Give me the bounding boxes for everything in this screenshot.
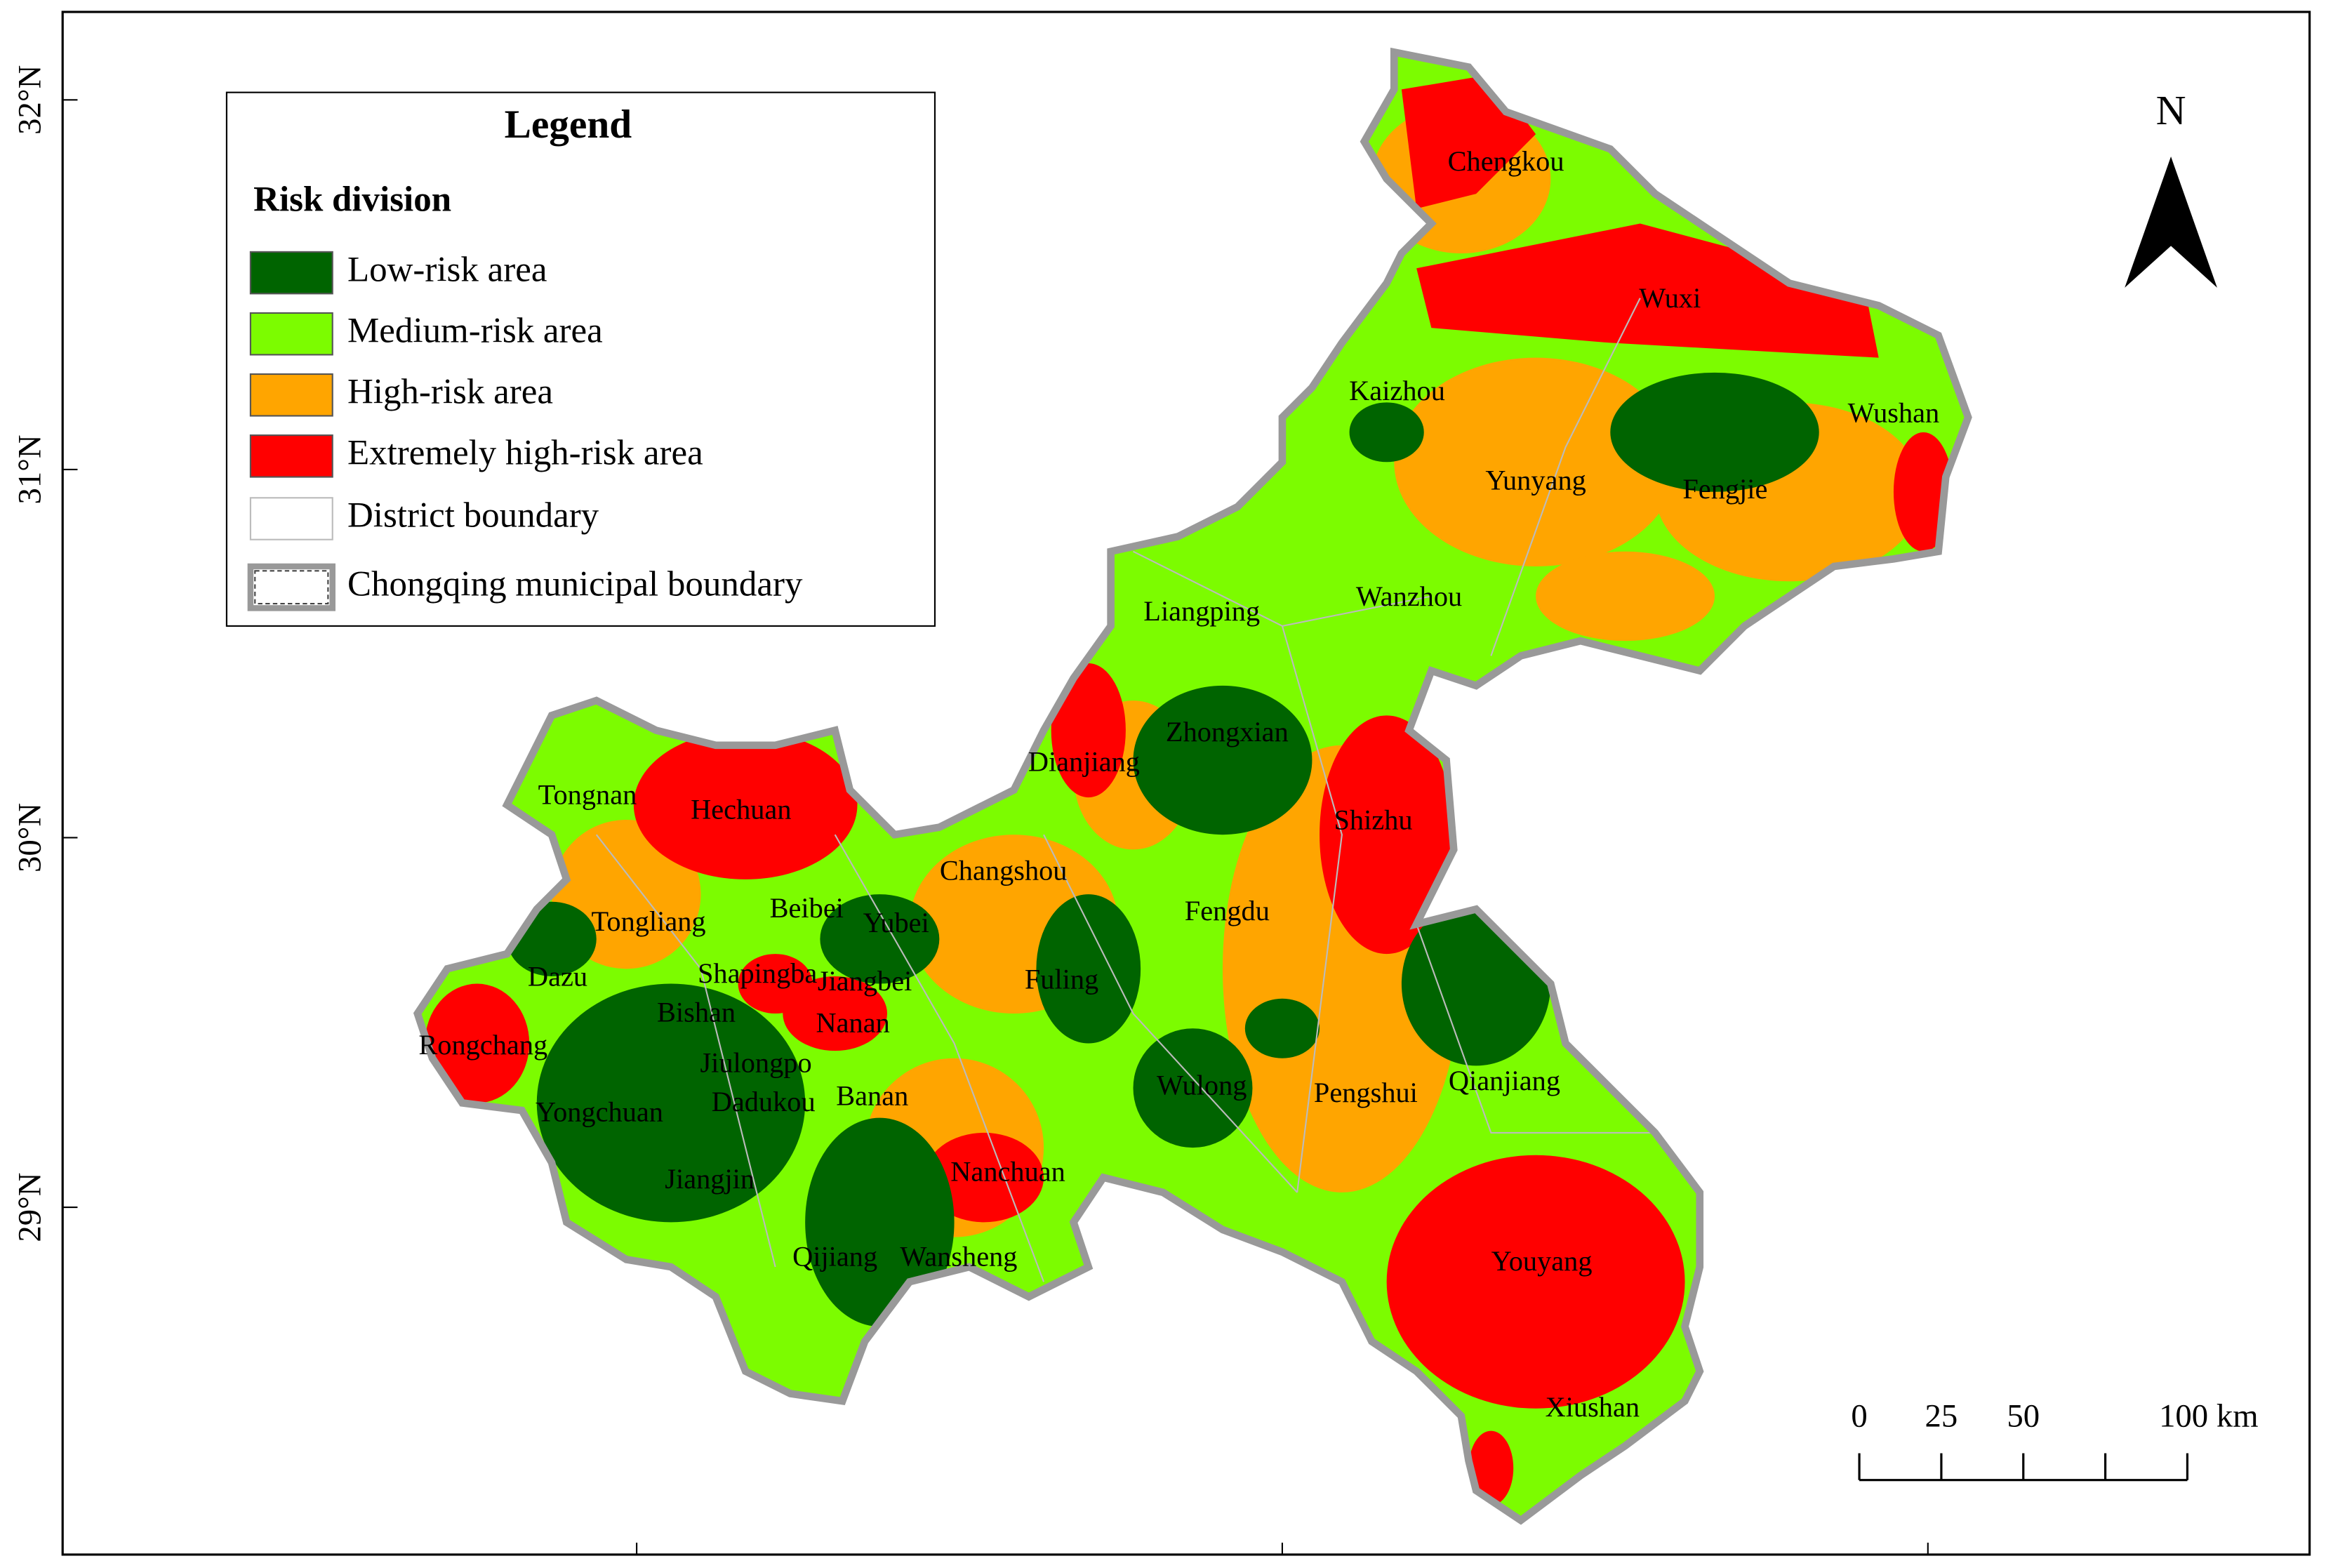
legend-title: Legend bbox=[505, 102, 632, 147]
risk-patch bbox=[1394, 357, 1677, 566]
legend-subtitle: Risk division bbox=[253, 180, 451, 220]
scale-label: 25 bbox=[1925, 1397, 1958, 1434]
district-label: Pengshui bbox=[1314, 1077, 1418, 1108]
legend-swatch bbox=[249, 434, 333, 478]
legend-box bbox=[225, 91, 936, 627]
scale-label: 100 km bbox=[2159, 1397, 2258, 1434]
legend: Legend Risk division Low-risk area Medium… bbox=[225, 91, 936, 627]
scale-bar bbox=[1858, 1453, 2189, 1482]
district-label: Shapingba bbox=[698, 957, 817, 989]
legend-swatch-inner bbox=[254, 570, 329, 605]
risk-patch bbox=[1386, 1155, 1685, 1409]
district-boundary bbox=[595, 834, 776, 1268]
district-label: Jiangbei bbox=[818, 965, 912, 997]
district-label: Wanzhou bbox=[1356, 580, 1462, 612]
district-label: Yunyang bbox=[1485, 464, 1586, 496]
district-label: Kaizhou bbox=[1349, 375, 1445, 406]
district-label: Zhongxian bbox=[1166, 716, 1289, 748]
district-label: Xiushan bbox=[1546, 1391, 1640, 1423]
district-boundary bbox=[1416, 924, 1656, 1134]
district-label: Changshou bbox=[940, 855, 1068, 886]
legend-swatch bbox=[249, 251, 333, 295]
frame-ticks bbox=[62, 99, 1929, 1555]
district-label: Dazu bbox=[528, 960, 587, 992]
legend-label: Chongqing municipal boundary bbox=[347, 564, 803, 604]
district-label: Youyang bbox=[1491, 1245, 1593, 1277]
district-label: Jiangjin bbox=[665, 1163, 755, 1195]
north-label: N bbox=[2156, 87, 2186, 133]
district-label: Yongchuan bbox=[536, 1096, 663, 1128]
risk-patch bbox=[1468, 1430, 1514, 1506]
risk-patch bbox=[924, 1132, 1044, 1223]
legend-label: District boundary bbox=[347, 496, 599, 536]
legend-label: Extremely high-risk area bbox=[347, 434, 703, 473]
legend-swatch bbox=[249, 373, 333, 417]
risk-patch bbox=[425, 983, 530, 1103]
risk-patch bbox=[1036, 894, 1141, 1044]
district-boundary bbox=[834, 834, 1045, 1282]
risk-patch bbox=[1133, 685, 1312, 835]
legend-items: Low-risk area Medium-risk area High-risk a… bbox=[247, 250, 803, 611]
district-boundary bbox=[1043, 834, 1298, 1193]
district-label: Bishan bbox=[657, 996, 736, 1028]
legend-swatch bbox=[249, 497, 333, 540]
district-label: Dadukou bbox=[712, 1086, 816, 1117]
district-label: Wushan bbox=[1848, 397, 1940, 429]
district-label: Jiulongpo bbox=[700, 1047, 811, 1079]
legend-label: Medium-risk area bbox=[347, 311, 603, 350]
risk-patch bbox=[1320, 715, 1454, 955]
risk-patch bbox=[633, 730, 858, 879]
district-label: Liangping bbox=[1143, 595, 1260, 627]
legend-label: High-risk area bbox=[347, 372, 553, 411]
scale-labels: 0 25 50 100 km bbox=[1851, 1397, 2258, 1434]
district-label: Nanan bbox=[816, 1006, 889, 1038]
district-label: Wansheng bbox=[900, 1241, 1017, 1273]
district-label: Beibei bbox=[770, 892, 844, 924]
risk-patch bbox=[820, 894, 940, 984]
latitude-label: 32°N bbox=[11, 65, 48, 135]
district-label: Fuling bbox=[1025, 964, 1098, 995]
district-label: Fengjie bbox=[1682, 473, 1767, 505]
district-boundary bbox=[1490, 298, 1641, 656]
district-label: Yubei bbox=[863, 907, 929, 938]
district-labels: Chengkou Wuxi Kaizhou Wushan Yunyang Fengjie W… bbox=[418, 145, 1939, 1423]
district-label: Wuxi bbox=[1639, 282, 1701, 314]
risk-patch bbox=[738, 954, 813, 1014]
district-label: Dianjiang bbox=[1028, 746, 1140, 778]
risk-patch bbox=[1536, 551, 1715, 642]
latitude-label: 30°N bbox=[11, 803, 48, 872]
district-boundary bbox=[1281, 625, 1343, 1192]
risk-patch bbox=[1051, 663, 1126, 798]
district-label: Hechuan bbox=[691, 794, 791, 825]
latitude-labels: 32°N 31°N 30°N 29°N bbox=[11, 65, 48, 1242]
north-arrow: N bbox=[2125, 87, 2217, 288]
district-label: Tongnan bbox=[538, 778, 637, 810]
district-label: Nanchuan bbox=[950, 1156, 1065, 1188]
district-label: Tongliang bbox=[592, 905, 706, 937]
risk-patch bbox=[805, 1117, 955, 1327]
scale-label: 0 bbox=[1851, 1397, 1867, 1434]
risk-patch bbox=[1349, 402, 1424, 463]
risk-patch bbox=[1610, 372, 1819, 492]
district-label: Banan bbox=[836, 1079, 908, 1111]
latitude-label: 29°N bbox=[11, 1173, 48, 1242]
district-label: Fengdu bbox=[1185, 895, 1270, 926]
north-arrow-shape bbox=[2125, 156, 2217, 288]
district-label: Shizhu bbox=[1334, 804, 1412, 835]
municipal-boundary bbox=[413, 47, 1972, 1525]
legend-swatch bbox=[249, 312, 333, 356]
risk-patch bbox=[536, 983, 806, 1223]
district-label: Qijiang bbox=[792, 1241, 877, 1273]
district-label: Wulong bbox=[1157, 1069, 1247, 1101]
risk-patch bbox=[1244, 998, 1320, 1058]
district-label: Chengkou bbox=[1448, 145, 1564, 177]
district-label: Qianjiang bbox=[1449, 1065, 1560, 1096]
legend-label: Low-risk area bbox=[347, 250, 547, 289]
scale-label: 50 bbox=[2007, 1397, 2040, 1434]
latitude-label: 31°N bbox=[11, 434, 48, 504]
district-label: Rongchang bbox=[418, 1029, 547, 1061]
risk-patch bbox=[1133, 1028, 1253, 1148]
